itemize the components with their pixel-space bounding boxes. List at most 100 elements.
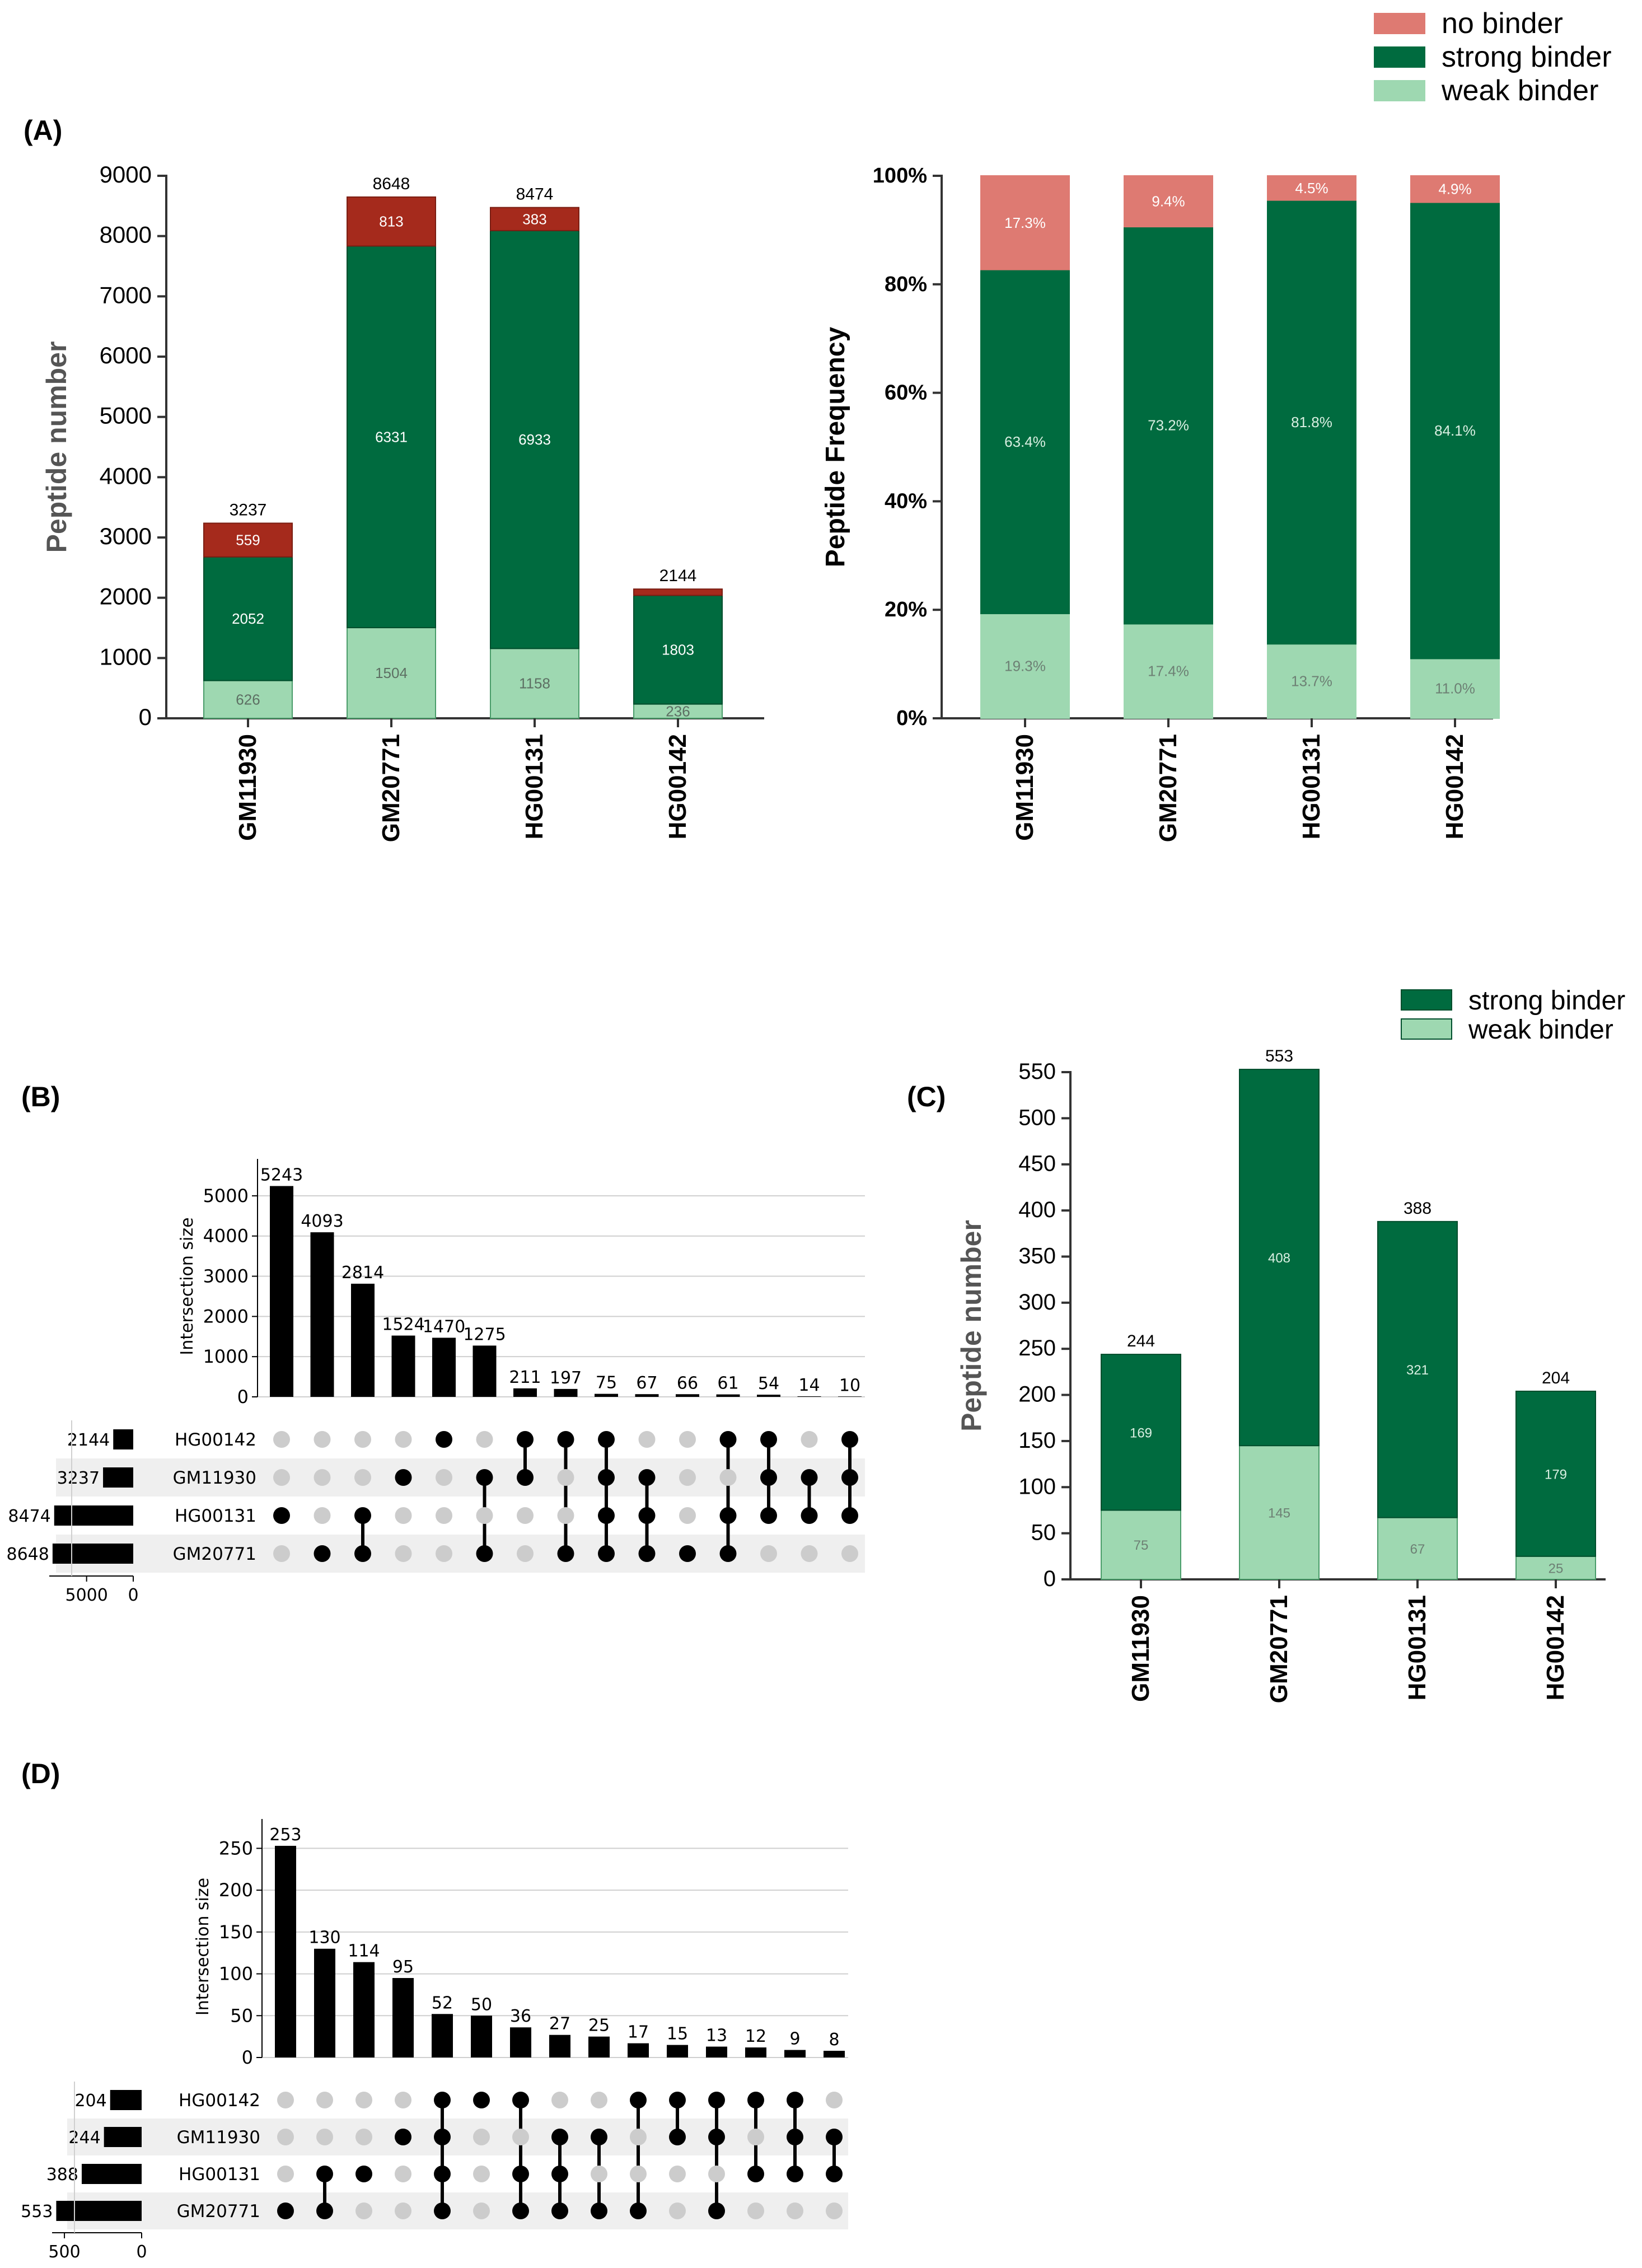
category-label: HG00142 xyxy=(1441,734,1468,839)
intersection-size-label: 95 xyxy=(392,1957,414,1977)
legend-swatch-no-binder xyxy=(1374,13,1425,34)
no-binder-bar-segment xyxy=(1410,175,1500,203)
set-size-label: 8648 xyxy=(7,1545,49,1564)
matrix-dot-active xyxy=(434,2092,451,2108)
y-tick-label: 2000 xyxy=(100,583,152,610)
matrix-dot-inactive xyxy=(476,1431,493,1448)
strong-bar-segment xyxy=(1101,1354,1181,1511)
legend-swatch-weak-binder xyxy=(1401,1018,1452,1040)
y-tick-label: 5000 xyxy=(100,403,152,429)
y-tick-label: 6000 xyxy=(100,342,152,368)
weak-bar-segment xyxy=(1410,658,1500,719)
matrix-dot-active xyxy=(512,2202,529,2219)
intersection-bar xyxy=(392,1978,414,2057)
matrix-dot-active xyxy=(787,2166,803,2182)
matrix-dot-active xyxy=(719,1545,737,1562)
no-binder-value-label: 17.3% xyxy=(1004,214,1046,231)
set-name-label: GM20771 xyxy=(173,1544,256,1564)
matrix-dot-inactive xyxy=(551,2092,568,2108)
intersection-bar xyxy=(432,1338,456,1397)
intersection-bar xyxy=(628,2043,649,2057)
intersection-size-label: 1524 xyxy=(382,1315,424,1335)
matrix-dot-inactive xyxy=(669,2166,686,2182)
total-label: 553 xyxy=(1265,1047,1293,1065)
intersection-bar xyxy=(706,2046,727,2057)
matrix-dot-active xyxy=(801,1469,818,1486)
legend-swatch-strong-binder xyxy=(1374,46,1425,68)
no-binder-bar-segment xyxy=(1124,175,1213,228)
set-size-label: 244 xyxy=(68,2128,100,2148)
intersection-bar xyxy=(716,1394,740,1397)
matrix-dot-active xyxy=(517,1431,534,1448)
matrix-dot-inactive xyxy=(273,1545,290,1562)
y-tick-label: 0 xyxy=(237,1386,249,1407)
category-label: GM11930 xyxy=(234,734,261,841)
matrix-dot-inactive xyxy=(512,2129,529,2145)
weak-value-label: 17.4% xyxy=(1148,663,1189,680)
matrix-dot-active xyxy=(316,2202,333,2219)
intersection-bar xyxy=(353,1962,375,2057)
weak-bar-segment xyxy=(203,680,293,719)
matrix-dot-inactive xyxy=(476,1507,493,1524)
y-tick-label: 1000 xyxy=(100,643,152,670)
matrix-dot-active xyxy=(708,2129,725,2145)
y-tick-label: 100% xyxy=(873,164,927,188)
set-name-label: HG00142 xyxy=(175,1430,256,1450)
intersection-bar xyxy=(784,2050,806,2057)
intersection-bar xyxy=(471,2016,492,2057)
legend-label-weak-binder: weak binder xyxy=(1468,1015,1613,1045)
set-size-label: 3237 xyxy=(57,1469,100,1488)
total-label: 2144 xyxy=(659,567,697,585)
intersection-size-label: 61 xyxy=(717,1374,738,1393)
intersection-size-label: 253 xyxy=(269,1825,301,1845)
matrix-dot-inactive xyxy=(557,1507,574,1524)
matrix-dot-active xyxy=(436,1431,452,1448)
matrix-dot-active xyxy=(434,2202,451,2219)
intersection-size-label: 2814 xyxy=(342,1263,384,1283)
matrix-dot-active xyxy=(630,2092,647,2108)
matrix-dot-active xyxy=(598,1545,615,1562)
y-tick-label: 450 xyxy=(1018,1152,1056,1176)
total-label: 3237 xyxy=(230,501,267,519)
panel-label: (D) xyxy=(21,1758,60,1789)
matrix-dot-inactive xyxy=(436,1507,452,1524)
matrix-dot-active xyxy=(638,1545,656,1562)
y-tick-label: 3000 xyxy=(203,1266,249,1287)
matrix-dot-inactive xyxy=(708,2166,725,2182)
matrix-dot-inactive xyxy=(473,2129,490,2145)
no-binder-bar-segment xyxy=(203,522,293,558)
no-binder-value-label: 4.5% xyxy=(1295,180,1328,197)
panel-b-upset: (B) 0 1000 2000 3000 4000 5000 Intersection siz… xyxy=(7,1081,865,1605)
y-tick-label: 100 xyxy=(219,1963,253,1985)
set-size-label: 553 xyxy=(21,2202,53,2222)
matrix-dot-inactive xyxy=(747,2202,764,2219)
legend-label-strong-binder: strong binder xyxy=(1442,41,1612,73)
intersection-bar xyxy=(757,1395,780,1397)
no-binder-value-label: 4.9% xyxy=(1438,181,1471,198)
y-tick-label: 550 xyxy=(1018,1059,1056,1084)
matrix-dot-active xyxy=(679,1545,696,1562)
matrix-dot-inactive xyxy=(826,2202,843,2219)
set-size-tick-label: 500 xyxy=(48,2242,80,2262)
strong-value-label: 179 xyxy=(1545,1467,1567,1482)
total-label: 388 xyxy=(1404,1199,1432,1218)
matrix-dot-inactive xyxy=(679,1431,696,1448)
total-label: 8648 xyxy=(373,175,410,193)
intersection-size-label: 130 xyxy=(308,1928,340,1948)
intersection-bar xyxy=(510,2027,531,2057)
y-tick-label: 200 xyxy=(219,1879,253,1901)
intersection-size-label: 75 xyxy=(596,1373,617,1393)
matrix-dot-active xyxy=(395,2129,411,2145)
category-label: HG00142 xyxy=(1542,1595,1569,1700)
matrix-dot-active xyxy=(476,1469,493,1486)
intersection-size-label: 1275 xyxy=(463,1325,506,1344)
y-axis-title: Peptide number xyxy=(41,342,72,553)
matrix-dot-active xyxy=(557,1431,574,1448)
strong-value-label: 73.2% xyxy=(1148,417,1189,434)
set-size-bar xyxy=(54,1505,134,1526)
intersection-bar xyxy=(745,2047,766,2057)
intersection-size-label: 4093 xyxy=(301,1212,343,1231)
matrix-dot-inactive xyxy=(517,1545,534,1562)
